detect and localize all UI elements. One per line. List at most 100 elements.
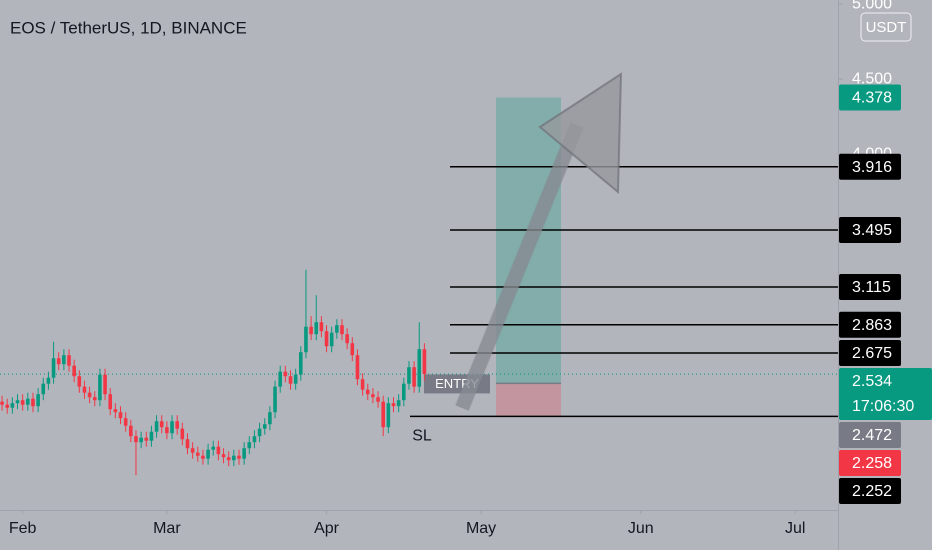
candle-body — [309, 326, 313, 335]
candle-body — [216, 446, 221, 455]
candle-body — [396, 400, 401, 407]
candle-body — [319, 322, 324, 332]
candle-body — [113, 409, 118, 413]
candle-body — [201, 455, 205, 459]
candle-body — [350, 343, 355, 356]
arrow-shaft-outline — [454, 121, 585, 412]
candle-body — [41, 383, 46, 395]
price-label-box — [839, 421, 901, 448]
candle-body — [226, 457, 231, 461]
candle-body — [314, 322, 319, 335]
candle-body — [386, 403, 391, 428]
candle-body — [56, 358, 61, 365]
candle-body — [92, 397, 97, 401]
candle-body — [180, 428, 185, 440]
y-tick-label: 5.000 — [852, 0, 892, 12]
candle-body — [0, 401, 4, 405]
candle-body — [371, 394, 375, 398]
candle-body — [268, 412, 272, 425]
candle-body — [407, 367, 411, 384]
price-label-box — [839, 367, 932, 420]
candle-body — [417, 349, 422, 387]
candle-body — [340, 325, 344, 335]
candle-body — [335, 325, 339, 333]
candle-body — [5, 404, 10, 408]
candle-body — [51, 358, 56, 378]
candle-body — [283, 371, 288, 377]
candle-body — [293, 374, 298, 384]
price-label-box — [839, 216, 901, 243]
candle-body — [324, 331, 329, 347]
candle-body — [165, 427, 169, 434]
candle-body — [98, 374, 102, 401]
candle-body — [304, 326, 308, 353]
x-tick-label: Mar — [153, 520, 181, 537]
candle-body — [36, 394, 40, 407]
candle-body — [402, 383, 406, 401]
candle-body — [134, 436, 138, 443]
candle-body — [72, 365, 76, 377]
candle-body — [381, 401, 386, 428]
candle-body — [82, 386, 87, 393]
currency-box[interactable] — [860, 12, 912, 42]
candle-body — [170, 421, 174, 434]
arrow-head — [538, 72, 623, 195]
candle-body — [206, 449, 210, 459]
y-tick-label: 4.500 — [852, 70, 892, 87]
candle-body — [237, 455, 241, 459]
candle-body — [247, 442, 252, 449]
stop-zone — [496, 383, 561, 416]
candle-body — [360, 379, 365, 390]
candle-body — [190, 448, 195, 453]
candle-body — [262, 424, 267, 429]
x-tick-label: May — [466, 520, 496, 537]
price-label-box — [839, 311, 901, 338]
price-label: 3.115 — [852, 279, 891, 296]
candle-body — [412, 367, 416, 387]
price-label-box — [839, 153, 901, 180]
arrow-drawing — [454, 72, 623, 412]
candle-body — [221, 454, 226, 458]
candle-body — [77, 376, 82, 387]
price-label: 2.258 — [852, 455, 892, 472]
candle-body — [355, 355, 360, 380]
x-tick-label: Apr — [314, 520, 340, 537]
sl-label: SL — [412, 428, 432, 445]
candle-body — [252, 436, 257, 443]
candle-body — [118, 412, 123, 419]
price-label: 2.252 — [852, 483, 892, 500]
candle-body — [46, 377, 51, 384]
candle-body — [365, 389, 370, 395]
currency-label[interactable]: USDT — [866, 19, 907, 36]
candle-body — [108, 394, 113, 410]
price-label: 3.916 — [852, 159, 892, 176]
candle-body — [10, 403, 15, 408]
candle-body — [376, 397, 380, 402]
price-label: 4.378 — [852, 90, 892, 107]
x-tick-label: Feb — [9, 520, 37, 537]
candle-body — [103, 374, 107, 395]
candle-body — [175, 421, 179, 429]
candle-body — [67, 355, 71, 366]
candle-body — [391, 403, 396, 407]
price-label-box — [839, 477, 901, 504]
candle-body — [273, 386, 277, 413]
candle-body — [345, 334, 349, 344]
candle-body — [422, 349, 427, 375]
price-label-box — [839, 84, 901, 111]
candle-body — [159, 421, 164, 428]
price-label: 2.472 — [852, 427, 892, 444]
x-tick-label: Jun — [628, 520, 654, 537]
candle-body — [211, 446, 216, 450]
price-label-box — [839, 449, 901, 476]
candle-body — [257, 428, 262, 437]
candle-body — [232, 455, 236, 461]
candle-body — [20, 400, 25, 405]
price-label: 2.863 — [852, 317, 892, 334]
candle-body — [298, 352, 303, 375]
candle-body — [242, 448, 246, 459]
candle-body — [154, 421, 159, 432]
candle-body — [31, 398, 35, 407]
